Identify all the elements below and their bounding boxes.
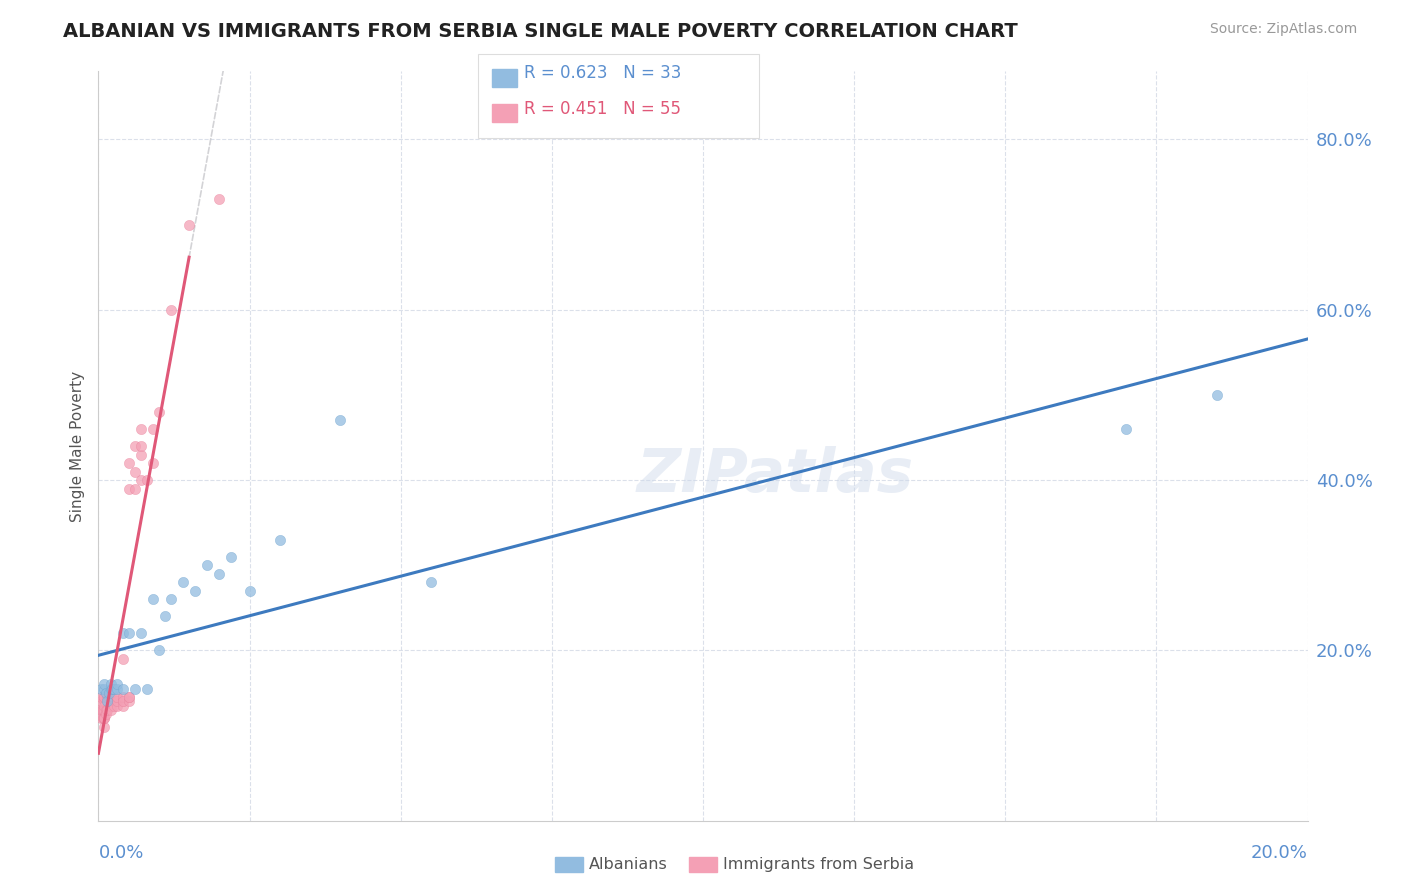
- Point: [208, 566, 231, 581]
- Point: [160, 592, 183, 607]
- Point: [93, 677, 115, 691]
- Point: [124, 482, 146, 496]
- Point: [420, 575, 443, 590]
- Point: [135, 681, 157, 696]
- Point: [100, 681, 122, 696]
- Point: [89, 703, 111, 717]
- Point: [118, 690, 141, 705]
- Point: [208, 192, 231, 206]
- Point: [100, 694, 122, 708]
- Point: [153, 609, 176, 624]
- Point: [129, 626, 152, 640]
- Point: [118, 690, 141, 705]
- Point: [105, 698, 128, 713]
- Point: [160, 302, 183, 317]
- Text: Albanians: Albanians: [589, 857, 668, 872]
- Point: [90, 711, 112, 725]
- Point: [111, 694, 134, 708]
- Point: [118, 456, 141, 470]
- Point: [148, 643, 170, 657]
- Point: [94, 686, 117, 700]
- Point: [129, 448, 152, 462]
- Point: [124, 681, 146, 696]
- Point: [90, 690, 112, 705]
- Point: [96, 690, 118, 705]
- Point: [91, 703, 114, 717]
- Point: [93, 681, 115, 696]
- Point: [100, 694, 122, 708]
- Point: [105, 690, 128, 705]
- Point: [93, 690, 115, 705]
- Point: [93, 698, 115, 713]
- Point: [100, 690, 122, 705]
- Point: [105, 681, 128, 696]
- Point: [111, 652, 134, 666]
- Point: [90, 681, 112, 696]
- Point: [195, 558, 218, 573]
- Point: [142, 422, 165, 436]
- Point: [96, 694, 118, 708]
- Point: [100, 703, 122, 717]
- Point: [184, 583, 207, 598]
- Y-axis label: Single Male Poverty: Single Male Poverty: [70, 370, 86, 522]
- Point: [1115, 422, 1137, 436]
- Point: [94, 703, 117, 717]
- Point: [118, 626, 141, 640]
- Point: [93, 703, 115, 717]
- Point: [129, 422, 152, 436]
- Point: [142, 456, 165, 470]
- Point: [91, 703, 114, 717]
- Text: 20.0%: 20.0%: [1251, 845, 1308, 863]
- Point: [142, 592, 165, 607]
- Point: [96, 703, 118, 717]
- Point: [329, 413, 352, 427]
- Point: [124, 439, 146, 453]
- Point: [118, 694, 141, 708]
- Point: [103, 681, 125, 696]
- Point: [135, 473, 157, 487]
- Point: [93, 711, 115, 725]
- Point: [118, 482, 141, 496]
- Point: [269, 533, 291, 547]
- Text: R = 0.623   N = 33: R = 0.623 N = 33: [524, 64, 682, 82]
- Text: ALBANIAN VS IMMIGRANTS FROM SERBIA SINGLE MALE POVERTY CORRELATION CHART: ALBANIAN VS IMMIGRANTS FROM SERBIA SINGL…: [63, 22, 1018, 41]
- Point: [98, 686, 121, 700]
- Text: R = 0.451   N = 55: R = 0.451 N = 55: [524, 100, 682, 118]
- Point: [93, 690, 115, 705]
- Point: [221, 549, 243, 564]
- Text: Immigrants from Serbia: Immigrants from Serbia: [723, 857, 914, 872]
- Point: [129, 473, 152, 487]
- Point: [111, 694, 134, 708]
- Point: [93, 711, 115, 725]
- Point: [148, 405, 170, 419]
- Point: [124, 465, 146, 479]
- Point: [103, 698, 125, 713]
- Point: [172, 575, 194, 590]
- Point: [239, 583, 262, 598]
- Point: [111, 626, 134, 640]
- Point: [100, 698, 122, 713]
- Point: [105, 690, 128, 705]
- Point: [111, 690, 134, 705]
- Point: [98, 690, 121, 705]
- Point: [111, 698, 134, 713]
- Point: [105, 694, 128, 708]
- Point: [1206, 388, 1229, 402]
- Point: [93, 694, 115, 708]
- Point: [93, 720, 115, 734]
- Point: [94, 707, 117, 722]
- Text: Source: ZipAtlas.com: Source: ZipAtlas.com: [1209, 22, 1357, 37]
- Point: [91, 711, 114, 725]
- Point: [179, 218, 201, 232]
- Point: [100, 677, 122, 691]
- Point: [90, 694, 112, 708]
- Point: [105, 694, 128, 708]
- Text: ZIPatlas: ZIPatlas: [637, 447, 914, 506]
- Text: 0.0%: 0.0%: [98, 845, 143, 863]
- Point: [129, 439, 152, 453]
- Point: [105, 677, 128, 691]
- Point: [100, 681, 122, 696]
- Point: [111, 681, 134, 696]
